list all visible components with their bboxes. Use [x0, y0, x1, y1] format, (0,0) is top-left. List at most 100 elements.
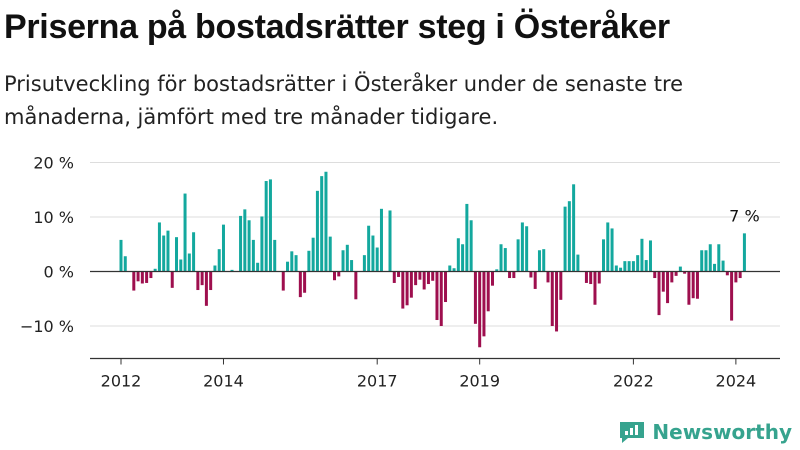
bar: [559, 271, 563, 300]
bar: [687, 271, 691, 305]
bar: [192, 232, 196, 272]
bar: [589, 271, 593, 285]
bar: [695, 271, 699, 299]
last-value-annotation: 7 %: [729, 206, 759, 225]
bar: [204, 271, 208, 306]
bar: [520, 222, 524, 272]
bar: [738, 271, 742, 279]
bar: [456, 238, 460, 272]
bar: [414, 271, 418, 286]
bar: [725, 271, 729, 276]
bar: [503, 248, 507, 272]
bar: [162, 235, 166, 272]
bar: [674, 271, 678, 276]
bar: [708, 244, 712, 272]
bar: [666, 271, 670, 304]
bar: [478, 271, 482, 348]
y-tick-label: 20 %: [33, 154, 74, 173]
bar: [431, 271, 435, 281]
bar: [734, 271, 738, 283]
bar: [640, 238, 644, 272]
bar: [619, 267, 623, 272]
bar: [324, 171, 328, 272]
bar: [606, 222, 610, 272]
bar: [704, 250, 708, 272]
bar: [153, 268, 157, 272]
bar: [422, 271, 426, 290]
bar: [512, 271, 516, 279]
bar: [614, 265, 618, 272]
bar: [661, 271, 665, 292]
y-tick-label: −10 %: [20, 317, 74, 336]
bar: [247, 220, 251, 272]
brand-name: Newsworthy: [652, 420, 792, 444]
bar: [401, 271, 405, 309]
bar: [461, 244, 465, 272]
bar: [657, 271, 661, 316]
bar: [337, 271, 341, 277]
bar: [448, 265, 452, 272]
bar: [730, 271, 734, 321]
bar: [452, 268, 456, 272]
bar: [721, 260, 725, 272]
bar: [328, 236, 332, 272]
bar-series: [119, 171, 746, 348]
page-title: Priserna på bostadsrätter steg i Österåk…: [4, 8, 670, 46]
bar: [367, 225, 371, 272]
bar: [243, 209, 247, 272]
bar: [550, 271, 554, 326]
bar: [311, 237, 315, 272]
bar: [563, 206, 567, 272]
bar: [294, 255, 298, 272]
bar: [653, 271, 657, 279]
bar: [290, 251, 294, 272]
bar: [187, 253, 191, 272]
bar: [354, 271, 358, 300]
bar: [473, 271, 477, 324]
bar: [217, 249, 221, 272]
bar: [320, 176, 324, 272]
bar: [670, 271, 674, 283]
bar: [717, 244, 721, 272]
bar: [700, 250, 704, 272]
bar: [495, 269, 499, 272]
bar: [516, 239, 520, 272]
bar: [593, 271, 597, 305]
bar: [179, 259, 183, 272]
x-tick-label: 2014: [203, 372, 244, 391]
bar: [307, 250, 311, 272]
bar: [405, 271, 409, 306]
bar: [140, 271, 144, 284]
bar: [183, 193, 187, 272]
bar: [529, 271, 533, 278]
bar: [145, 271, 149, 283]
bar: [298, 271, 302, 298]
bar: [273, 239, 277, 272]
bar: [567, 201, 571, 272]
bar: [418, 271, 422, 280]
bar: [555, 271, 559, 332]
bar: [123, 256, 127, 272]
x-tick-label: 2024: [716, 372, 757, 391]
bar: [149, 271, 153, 279]
y-tick-label: 10 %: [33, 208, 74, 227]
bar: [200, 271, 204, 286]
bar: [333, 271, 336, 281]
bar: [482, 271, 486, 337]
bar: [388, 210, 392, 272]
y-gridlines: [90, 162, 780, 327]
x-tick-label: 2022: [613, 372, 654, 391]
bar: [636, 255, 640, 272]
bar: [439, 271, 443, 326]
bar: [350, 260, 354, 272]
bar: [315, 190, 319, 272]
bar: [648, 240, 652, 272]
bar: [303, 271, 307, 293]
bar: [623, 261, 627, 272]
bar: [281, 271, 285, 291]
bar: [610, 228, 614, 272]
brand: Newsworthy: [618, 420, 792, 444]
x-tick-label: 2017: [357, 372, 398, 391]
bar: [444, 271, 448, 303]
bar: [170, 271, 174, 288]
